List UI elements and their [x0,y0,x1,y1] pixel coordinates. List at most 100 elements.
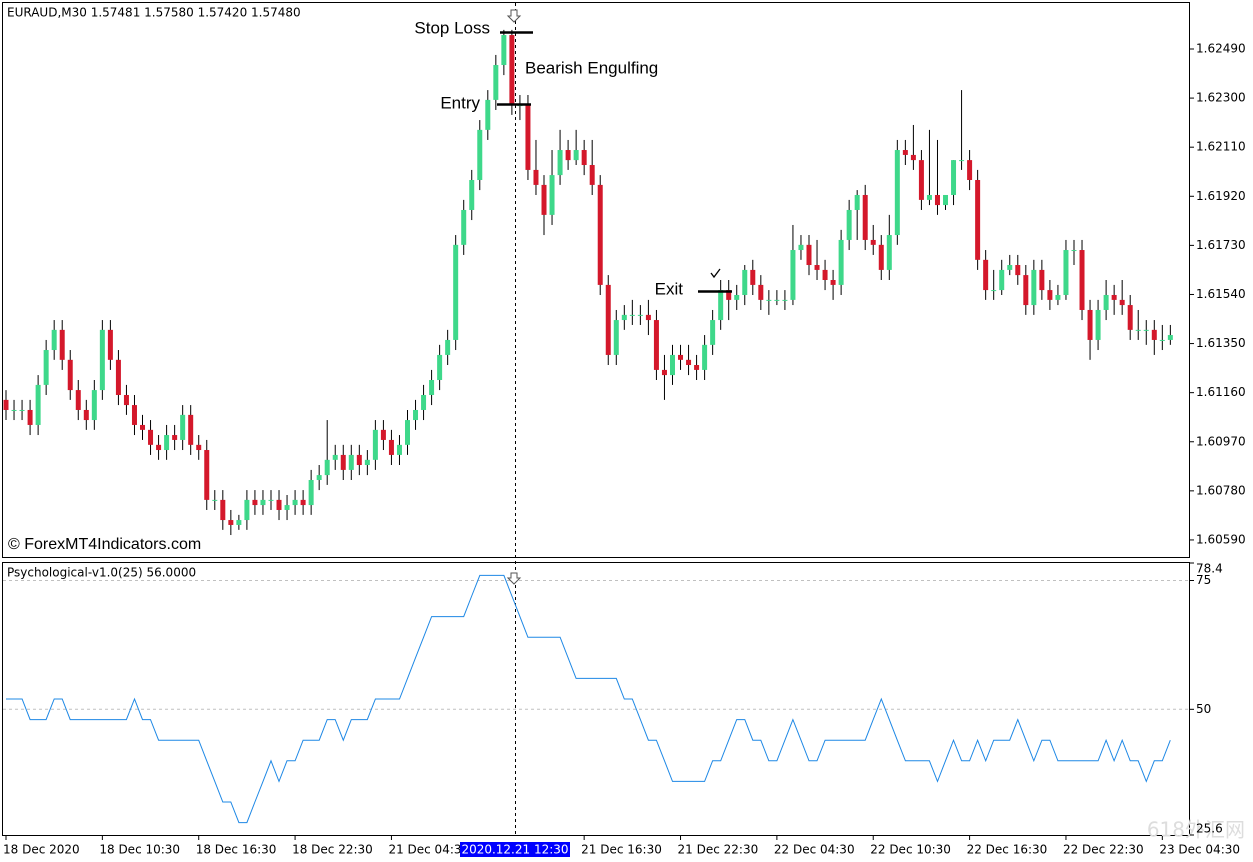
candle-body [734,294,740,300]
candle-body [541,184,547,215]
candle-body [637,314,643,316]
candle-body [750,269,756,285]
candle-body [870,239,876,245]
y-tick-label: 1.60590 [1196,532,1246,546]
candle-body [1119,299,1125,306]
candle-body [35,384,41,425]
candle-body [702,344,708,370]
candle-body [1167,335,1173,340]
candle-body [1063,250,1069,295]
candle-body [260,499,266,506]
signal-arrow [506,572,522,585]
candle-body [943,194,949,206]
x-tick-label: 18 Dec 16:30 [196,843,277,857]
candle-body [983,259,989,291]
candle-body [268,499,274,501]
candle-body [1079,250,1085,310]
candle-body [148,429,154,445]
candle-body [445,339,451,355]
candle-body [228,520,234,525]
candle-body [653,320,659,370]
candle-body [806,244,812,266]
candle-body [557,150,563,176]
y-tick-label: 1.62490 [1196,41,1246,55]
candle-body [11,409,17,411]
signal-arrow [506,9,522,23]
candle-body [565,150,571,161]
candle-body [27,409,33,425]
candle-body [854,194,860,210]
candle-body [43,350,49,385]
indicator-header: Psychological-v1.0(25) 56.0000 [7,566,196,580]
candle-body [220,499,226,521]
candle-body [894,150,900,236]
candle-body [437,354,443,380]
x-tick-label: 18 Dec 10:30 [99,843,180,857]
candle-body [75,390,81,410]
candle-body [308,479,314,506]
candle-body [388,439,394,455]
candle-body [991,290,997,292]
candle-body [324,459,330,476]
candle-body [99,329,105,391]
candle-body [83,409,89,421]
y-tick-label: 75 [1196,573,1211,587]
candle-body [51,329,57,351]
candle-body [959,160,965,162]
candle-body [493,65,499,100]
x-tick-label: 18 Dec 2020 [3,843,80,857]
x-tick-label: 22 Dec 16:30 [967,843,1048,857]
candle-body [1031,269,1037,306]
candle-body [67,359,73,391]
candle-body [798,244,804,251]
candle-body [1143,329,1149,331]
candle-body [453,244,459,340]
candle-body [236,520,242,525]
candle-body [164,435,170,451]
candle-body [589,165,595,185]
candle-body [1095,309,1101,340]
annotation: Entry [440,93,480,112]
candle-body [107,329,113,360]
y-tick-label: 1.62300 [1196,91,1246,105]
candle-body [1055,294,1061,300]
candle-body [1135,329,1141,331]
annotation: Stop Loss [414,18,490,37]
candle-body [180,414,186,440]
candle-body [501,35,507,66]
y-tick-label: 1.61730 [1196,238,1246,252]
y-tick-label: 25.6 [1196,822,1223,836]
price-panel [2,2,1190,558]
annotation: Bearish Engulfing [525,58,658,77]
y-tick-label: 1.60970 [1196,434,1246,448]
candle-body [284,505,290,510]
candle-body [421,394,427,410]
candle-body [252,499,258,506]
candle-body [549,175,555,215]
y-tick-label: 1.62110 [1196,140,1246,154]
candle-body [115,359,121,395]
candle-body [461,209,467,245]
candle-body [902,150,908,155]
candle-body [694,365,700,370]
candle-body [710,320,716,345]
x-tick-label: 23 Dec 04:30 [1159,843,1240,857]
candle-body [1151,329,1157,340]
x-tick-label: 18 Dec 22:30 [292,843,373,857]
candle-body [951,160,957,195]
candle-body [1087,309,1093,340]
candle-body [581,150,587,166]
y-tick-label: 1.61540 [1196,287,1246,301]
candle-body [477,129,483,181]
x-tick-label: 21 Dec 16:30 [581,843,662,857]
candle-body [597,184,603,285]
watermark: 618外汇网 [1147,818,1245,842]
candle-body [396,444,402,455]
candle-body [910,154,916,161]
candle-body [886,235,892,270]
candle-body [1159,339,1165,341]
y-tick-label: 1.61920 [1196,189,1246,203]
candle-body [300,499,306,506]
